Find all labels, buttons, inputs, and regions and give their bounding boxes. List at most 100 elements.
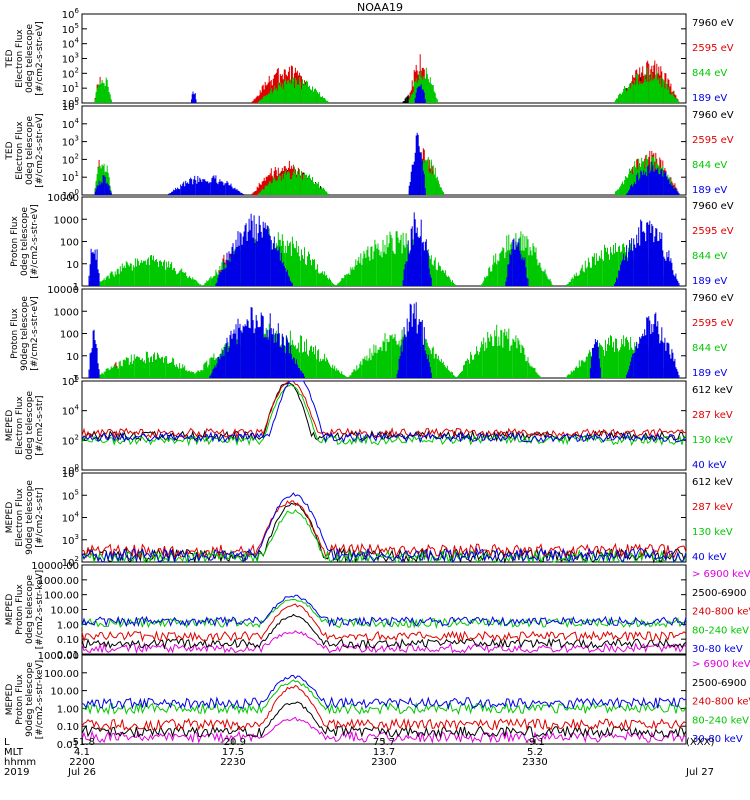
series-130-kev [81,509,687,564]
legend-entry: 40 keV [692,552,726,563]
y-axis-label: TED [5,141,15,160]
y-tick-label-exponent: 4 [75,404,80,412]
series-189-ev [88,212,680,286]
y-tick-label-base: 10 [62,558,75,569]
y-axis-label: Proton Flux [15,584,25,635]
series-189-ev [88,302,680,378]
y-tick-label-exponent: 4 [75,117,80,125]
y-tick-label: 10000 [47,285,79,296]
time-axis-row-label: MLT [4,747,24,758]
x-tick-label: 17.5 [222,747,244,758]
y-tick-label-base: 0.01 [57,740,79,751]
legend-entry: 2500-6900 keV [692,678,750,689]
y-tick-label: 103 [62,135,79,149]
series-287-kev [81,500,687,559]
y-tick-label: 104 [62,511,80,525]
series-287-kev [81,380,687,440]
y-tick-label: 100 [62,96,79,110]
legend-entry: 240-800 keV [692,697,750,708]
panel-8: 0.01 0.10 1.00 10.00 100.00 1000.00 MEPED Proto… [5,651,750,751]
legend-entry: 7960 eV [692,18,734,29]
y-axis-label: Electron Flux [15,396,25,455]
y-axis-label: [#/cm2-s-str-eV] [35,113,45,188]
legend-entry: 612 keV [692,477,733,488]
y-tick-label-base: 10 [62,120,75,131]
y-tick-label-base: 1000.00 [38,651,79,662]
legend-entry: 287 keV [692,410,733,421]
legend-entry: 130 keV [692,527,733,538]
series-40-kev [81,492,687,564]
y-tick-label: 100 [60,238,79,249]
x-tick-label: (XXX) [686,737,714,748]
y-tick-label-base: 10 [62,173,75,184]
y-tick-label: 104 [62,404,80,418]
y-tick-label-exponent: 2 [75,433,79,441]
series-189-ev [94,132,680,195]
y-tick-label-exponent: 0 [75,463,79,471]
y-tick-label-exponent: 5 [75,488,79,496]
y-tick-label-base: 10 [62,191,75,202]
y-tick-label: 10000 [47,193,79,204]
legend-entry: 844 eV [692,343,727,354]
legend-entry: 80-240 keV [692,625,749,636]
y-axis-label: 90deg telescope [25,480,35,555]
x-tick-label: Jul 26 [67,767,96,778]
legend-entry: 612 keV [692,385,733,396]
x-tick-label: 75.7 [373,737,395,748]
series-844-ev [94,67,680,103]
y-tick-label-base: 1000 [54,307,79,318]
x-tick-label: 2300 [371,757,396,768]
legend-entry: 189 eV [692,368,727,379]
series-240-800-kev [81,684,687,732]
chart-title: NOAA19 [357,1,403,14]
y-tick-label: 104 [62,117,80,131]
y-tick-label: 105 [62,22,79,36]
y-tick-label-exponent: 2 [75,66,79,74]
legend-entry: 2500-6900 keV [692,588,750,599]
y-tick-label: 102 [62,555,79,569]
y-tick-label: 10 [66,352,79,363]
legend-entry: 189 eV [692,185,727,196]
legend-entry: 130 keV [692,435,733,446]
y-tick-label-exponent: 4 [75,37,80,45]
y-tick-label: 1000 [54,307,79,318]
series-130-kev [81,384,687,447]
y-tick-label: 100 [60,330,79,341]
y-tick-label-base: 100.00 [44,591,79,602]
y-tick-label-base: 1 [73,282,79,293]
y-tick-label-exponent: 1 [75,81,79,89]
series-30-80-kev [81,594,687,628]
legend-entry: 7960 eV [692,110,734,121]
panel-frame [81,564,687,655]
series-80-240-kev [81,598,687,630]
series-844-ev [94,323,674,378]
y-tick-label: 106 [62,466,80,480]
y-tick-label: 102 [62,433,79,447]
y-tick-label-base: 10 [62,25,75,36]
y-axis-label: TED [5,49,15,68]
y-tick-label-exponent: 4 [75,511,80,519]
y-tick-label-exponent: 2 [75,555,79,563]
y-tick-label-base: 10 [62,407,75,418]
y-tick-label-base: 1000 [54,215,79,226]
y-axis-label: Electron Flux [15,121,25,180]
y-tick-label-exponent: 2 [75,152,79,160]
y-tick-label-base: 100.00 [44,669,79,680]
y-axis-label: Proton Flux [10,216,20,267]
legend-entry: 7960 eV [692,201,734,212]
panel-7: 0.01 0.10 1.00 10.00 100.00 1000.00 10000.00 ME… [5,561,750,661]
y-axis-label: 0deg telescope [25,116,35,186]
y-tick-label: 105 [62,99,79,113]
legend-entry: 844 eV [692,251,727,262]
legend-entry: 844 eV [692,68,727,79]
y-tick-label: 100 [62,463,79,477]
time-axis-row-label: hhmm [4,757,36,768]
x-tick-label: Jul 27 [685,767,714,778]
series-189-ev [191,84,426,103]
y-tick-label-base: 10 [62,138,75,149]
y-tick-label-exponent: 3 [75,52,79,60]
legend-entry: 2595 eV [692,135,734,146]
y-tick-label: 102 [62,66,79,80]
y-axis-label: [#/cm2-s-str-eV] [30,204,40,279]
